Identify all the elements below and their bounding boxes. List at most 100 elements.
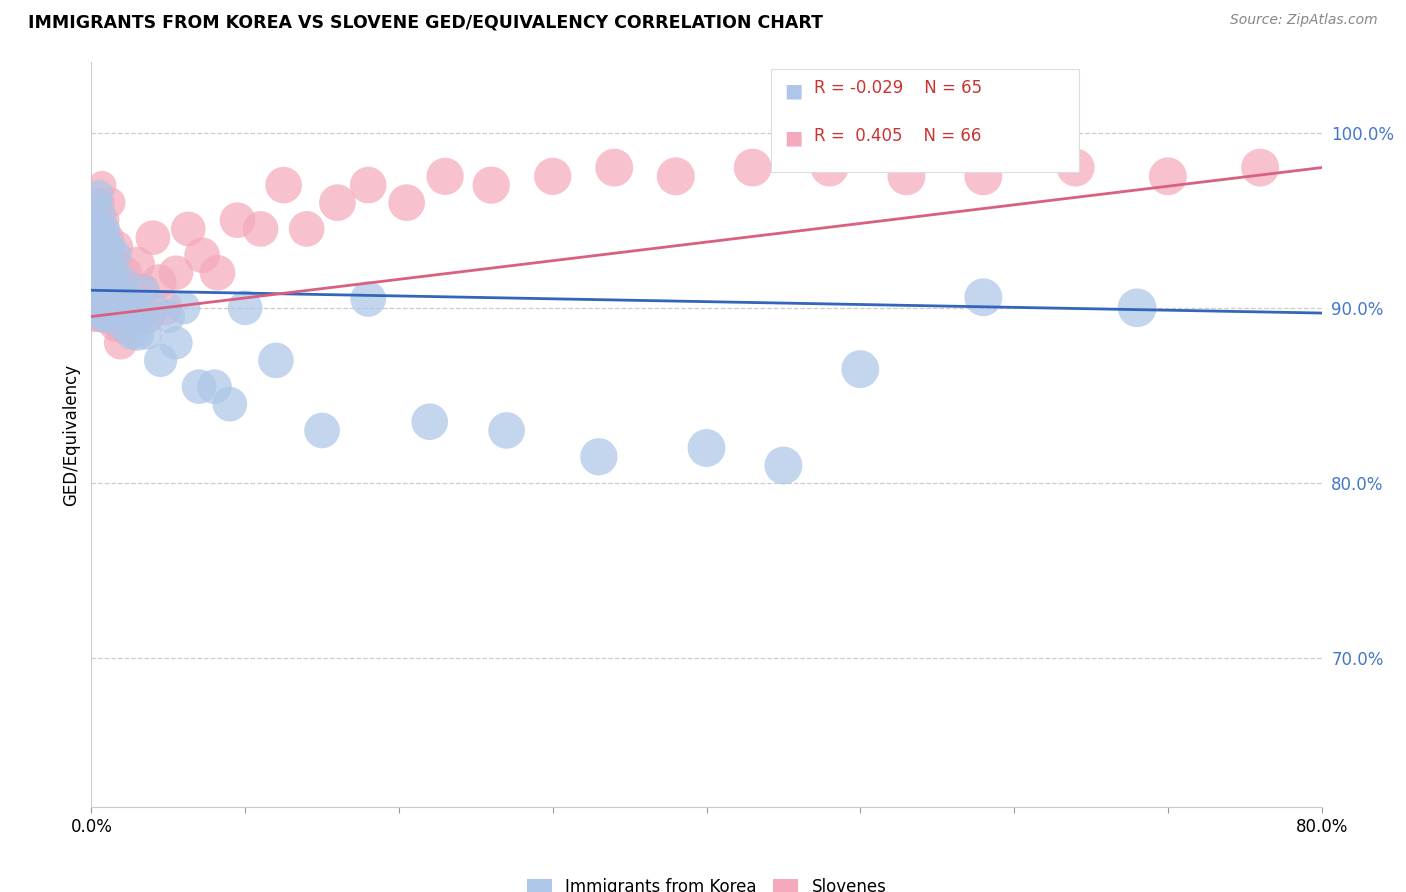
Point [100, 248, 122, 262]
Point [93, 239, 115, 253]
Point [83, 230, 105, 244]
Point [264, 353, 287, 368]
Text: IMMIGRANTS FROM KOREA VS SLOVENE GED/EQUIVALENCY CORRELATION CHART: IMMIGRANTS FROM KOREA VS SLOVENE GED/EQU… [28, 13, 823, 31]
Point [1249, 161, 1271, 175]
Point [479, 178, 502, 193]
Point [90, 310, 112, 324]
Point [87, 301, 110, 315]
Point [96, 275, 118, 289]
Point [972, 169, 994, 184]
Point [326, 195, 349, 210]
Point [84, 248, 107, 262]
Point [849, 362, 872, 376]
Point [83, 266, 105, 280]
Point [84, 213, 107, 227]
Point [91, 310, 114, 324]
Point [218, 397, 240, 411]
Point [82, 310, 104, 324]
Point [191, 248, 214, 262]
Point [112, 301, 135, 315]
Point [165, 266, 187, 280]
Point [94, 301, 117, 315]
Point [603, 161, 626, 175]
Text: ■: ■ [785, 128, 803, 147]
Point [86, 195, 108, 210]
Point [818, 161, 841, 175]
Point [110, 301, 132, 315]
Point [142, 230, 165, 244]
Point [896, 169, 918, 184]
Point [93, 292, 115, 306]
Point [117, 301, 139, 315]
Point [108, 283, 131, 297]
Point [87, 186, 110, 201]
Point [124, 301, 146, 315]
Point [135, 327, 157, 342]
Point [114, 266, 136, 280]
Point [97, 292, 120, 306]
Point [97, 248, 120, 262]
Point [96, 310, 118, 324]
Point [98, 195, 121, 210]
Point [149, 353, 172, 368]
Point [129, 310, 152, 324]
Legend: Immigrants from Korea, Slovenes: Immigrants from Korea, Slovenes [520, 871, 893, 892]
Point [177, 222, 200, 236]
Point [105, 318, 127, 333]
Point [101, 301, 124, 315]
Point [100, 239, 122, 253]
Point [127, 327, 149, 342]
Point [90, 283, 112, 297]
Point [165, 335, 187, 350]
Point [108, 275, 131, 289]
Point [148, 275, 170, 289]
Point [87, 248, 110, 262]
Point [87, 301, 110, 315]
Point [93, 301, 115, 315]
Point [91, 292, 114, 306]
Point [94, 213, 117, 227]
Point [97, 301, 120, 315]
Point [188, 379, 211, 393]
Point [98, 310, 121, 324]
Point [107, 310, 129, 324]
Point [96, 310, 118, 324]
Point [157, 310, 180, 324]
Point [112, 275, 135, 289]
Point [541, 169, 564, 184]
Point [127, 257, 149, 271]
Point [90, 204, 112, 219]
Point [94, 222, 117, 236]
Point [226, 213, 249, 227]
Y-axis label: GED/Equivalency: GED/Equivalency [62, 364, 80, 506]
Point [972, 290, 994, 304]
Point [91, 178, 114, 193]
Point [103, 283, 125, 297]
Point [86, 195, 108, 210]
Point [83, 292, 105, 306]
Point [665, 169, 688, 184]
Point [86, 222, 108, 236]
Point [273, 178, 295, 193]
Point [1126, 301, 1149, 315]
Point [120, 310, 142, 324]
Point [86, 292, 108, 306]
Point [94, 266, 117, 280]
Point [90, 195, 112, 210]
Point [395, 195, 418, 210]
Point [84, 310, 107, 324]
Point [132, 283, 155, 297]
Point [93, 239, 115, 253]
Point [117, 310, 139, 324]
Point [772, 458, 794, 473]
Point [142, 301, 165, 315]
Point [87, 230, 110, 244]
Point [741, 161, 763, 175]
Point [105, 248, 127, 262]
Point [107, 239, 129, 253]
Point [114, 292, 136, 306]
Point [495, 424, 517, 438]
Point [96, 230, 118, 244]
Point [101, 283, 124, 297]
Point [357, 292, 380, 306]
